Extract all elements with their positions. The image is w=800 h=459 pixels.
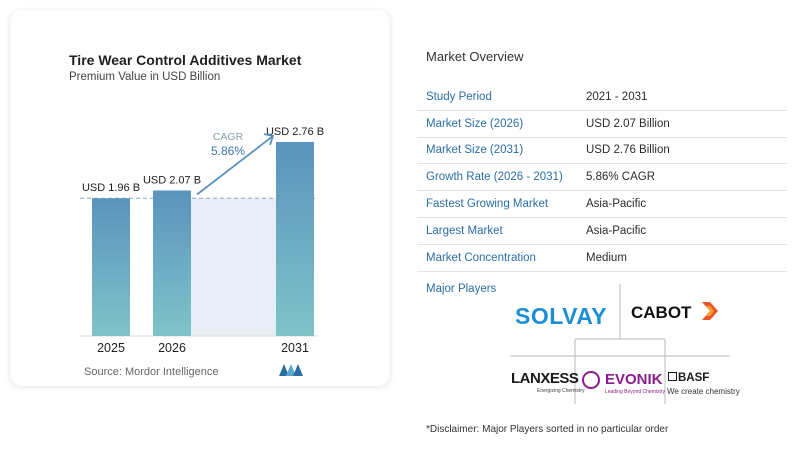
chart-title: Tire Wear Control Additives Market <box>69 52 302 68</box>
row-value: Medium <box>586 251 627 264</box>
row-key: Market Size (2031) <box>426 144 524 157</box>
row-key: Market Concentration <box>426 251 536 264</box>
overview-table: Study Period 2021 - 2031 Market Size (202… <box>417 84 787 272</box>
table-row: Market Size (2026) USD 2.07 Billion <box>417 111 787 138</box>
data-label-2025: USD 1.96 B <box>82 182 140 194</box>
tick-label-2031: 2031 <box>281 341 309 355</box>
solvay-logo: SOLVAY <box>515 303 608 329</box>
players-grid-lines <box>510 284 730 404</box>
cagr-label: CAGR <box>213 131 244 143</box>
evonik-icon <box>582 371 600 389</box>
row-value: USD 2.07 Billion <box>586 117 670 130</box>
lanxess-logo: LANXESS <box>511 370 579 387</box>
bar-2025 <box>92 198 130 336</box>
evonik-tagline: Leading Beyond Chemistry <box>605 389 666 395</box>
major-players-title: Major Players <box>426 283 497 295</box>
basf-tagline: We create chemistry <box>667 387 740 396</box>
table-row: Market Concentration Medium <box>417 245 787 272</box>
table-row: Growth Rate (2026 - 2031) 5.86% CAGR <box>417 164 787 192</box>
table-row: Market Size (2031) USD 2.76 Billion <box>417 138 787 165</box>
row-value: 5.86% CAGR <box>586 171 656 184</box>
table-row: Study Period 2021 - 2031 <box>417 84 787 111</box>
tick-label-2025: 2025 <box>97 341 125 355</box>
mordor-logo-icon <box>279 364 303 376</box>
tick-label-2026: 2026 <box>158 341 186 355</box>
lanxess-tagline: Energizing Chemistry <box>537 388 585 394</box>
bar-chart: USD 1.96 B 2025 USD 2.07 B 2026 USD 2.76 B 20… <box>80 126 324 355</box>
row-key: Study Period <box>426 90 492 103</box>
bar-2031 <box>276 141 314 336</box>
evonik-logo: EVONIK <box>605 371 663 388</box>
cagr-value: 5.86% <box>211 144 245 158</box>
source-note: Source: Mordor Intelligence <box>84 366 219 378</box>
cagr-arrow <box>196 135 274 196</box>
cagr-arrowhead-icon <box>263 133 275 146</box>
row-value: Asia-Pacific <box>586 224 647 237</box>
growth-band <box>191 198 276 336</box>
basf-logo: BASF <box>678 372 710 384</box>
basf-square-icon <box>668 372 677 381</box>
data-label-2026: USD 2.07 B <box>143 174 201 186</box>
market-overview-title: Market Overview <box>426 49 524 64</box>
row-value: USD 2.76 Billion <box>586 144 670 157</box>
row-value: Asia-Pacific <box>586 198 647 211</box>
row-value: 2021 - 2031 <box>586 90 648 103</box>
row-key: Market Size (2026) <box>426 117 524 130</box>
chart-subtitle: Premium Value in USD Billion <box>69 71 221 83</box>
row-key: Fastest Growing Market <box>426 198 549 211</box>
cabot-mark-icon <box>702 302 718 320</box>
row-key: Growth Rate (2026 - 2031) <box>426 171 563 184</box>
table-row: Largest Market Asia-Pacific <box>417 218 787 245</box>
disclaimer: *Disclaimer: Major Players sorted in no … <box>426 424 669 435</box>
cabot-logo: CABOT <box>631 303 692 322</box>
data-label-2031: USD 2.76 B <box>266 126 324 138</box>
row-key: Largest Market <box>426 224 503 237</box>
bar-2026 <box>153 190 191 336</box>
table-row: Fastest Growing Market Asia-Pacific <box>417 191 787 218</box>
